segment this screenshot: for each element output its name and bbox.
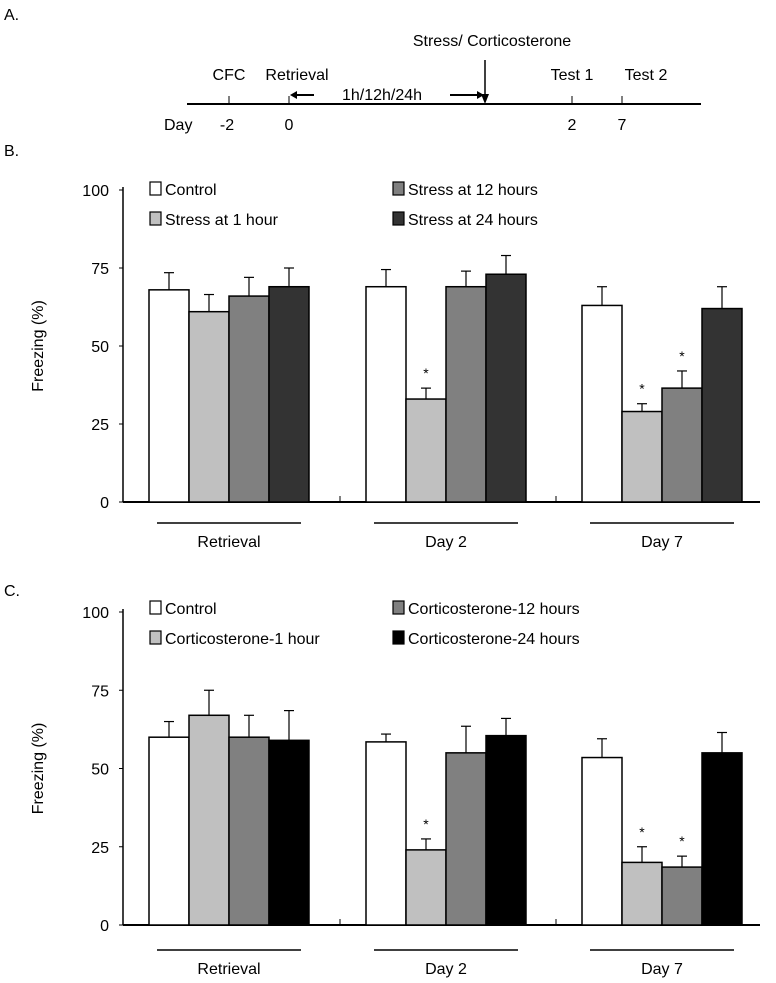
bar: [228, 295, 270, 503]
legend-label: Corticosterone-1 hour: [165, 631, 320, 648]
category-label: Day 7: [641, 534, 683, 551]
significance-marker: *: [423, 365, 429, 381]
panel-label-b: B.: [4, 143, 19, 160]
interval-arrowhead-right: [477, 91, 484, 99]
timeline-interval: 1h/12h/24h: [342, 87, 422, 104]
timeline-event-cfc: CFC: [213, 67, 246, 84]
bar: [188, 310, 230, 503]
y-axis-label: Freezing (%): [30, 300, 47, 392]
significance-marker: *: [639, 824, 645, 840]
bar: [581, 304, 623, 503]
legend-swatch: [149, 630, 162, 645]
bar: [148, 289, 190, 503]
chart-panel-b: 0 25 50 75 100 Freezing (%) Retrieval * Day 2 * * D…: [30, 181, 760, 551]
timeline-event-retrieval: Retrieval: [265, 67, 328, 84]
stress-arrowhead: [481, 94, 489, 104]
category-label: Day 2: [425, 961, 467, 978]
category-label: Retrieval: [197, 534, 260, 551]
significance-marker: *: [679, 348, 685, 364]
bar: [365, 741, 407, 926]
bar: [365, 285, 407, 503]
panel-label-a: A.: [4, 7, 19, 24]
bar: [485, 734, 527, 926]
timeline-day: 7: [618, 117, 627, 134]
bar: [228, 736, 270, 926]
panel-label-c: C.: [4, 583, 20, 600]
y-tick-label: 75: [91, 683, 109, 700]
legend-label: Corticosterone-24 hours: [408, 631, 580, 648]
timeline-day-label: Day: [164, 117, 192, 134]
legend-swatch: [149, 181, 162, 196]
timeline-day: 0: [285, 117, 294, 134]
legend-swatch: [392, 181, 405, 196]
legend-label: Corticosterone-12 hours: [408, 601, 580, 618]
bar: [621, 410, 663, 503]
y-axis-label: Freezing (%): [30, 723, 47, 815]
chart-panel-c: 0 25 50 75 100 Freezing (%) Retrieval * Day 2 * * D…: [30, 600, 760, 978]
significance-marker: *: [639, 381, 645, 397]
timeline-day: 2: [568, 117, 577, 134]
bar: [581, 756, 623, 926]
y-tick-label: 25: [91, 840, 109, 857]
y-tick-label: 50: [91, 762, 109, 779]
y-tick-label: 0: [100, 918, 109, 935]
y-tick-label: 25: [91, 417, 109, 434]
legend-label: Stress at 24 hours: [408, 212, 538, 229]
bar: [445, 752, 487, 926]
timeline: Stress/ Corticosterone CFC Retrieval Tes…: [164, 33, 701, 134]
category-label: Retrieval: [197, 961, 260, 978]
y-tick-label: 75: [91, 261, 109, 278]
legend-swatch: [392, 211, 405, 226]
legend-label: Control: [165, 601, 217, 618]
significance-marker: *: [679, 833, 685, 849]
timeline-event-test2: Test 2: [625, 67, 668, 84]
bar: [661, 387, 703, 503]
y-tick-label: 50: [91, 339, 109, 356]
legend-label: Control: [165, 182, 217, 199]
bar: [188, 714, 230, 926]
category-label: Day 2: [425, 534, 467, 551]
significance-marker: *: [423, 816, 429, 832]
bar: [661, 866, 703, 926]
y-tick-label: 100: [82, 183, 109, 200]
bar: [405, 398, 447, 503]
legend-swatch: [392, 630, 405, 645]
legend-label: Stress at 1 hour: [165, 212, 279, 229]
bar: [701, 752, 743, 926]
legend-swatch: [392, 600, 405, 615]
interval-arrowhead-left: [290, 91, 297, 99]
bar: [405, 849, 447, 926]
timeline-event-test1: Test 1: [551, 67, 594, 84]
bar: [701, 307, 743, 503]
legend-label: Stress at 12 hours: [408, 182, 538, 199]
bar: [268, 739, 310, 926]
legend-swatch: [149, 600, 162, 615]
bar: [445, 285, 487, 503]
bar: [485, 273, 527, 503]
bar: [621, 861, 663, 926]
timeline-day: -2: [220, 117, 234, 134]
legend-swatch: [149, 211, 162, 226]
y-tick-label: 100: [82, 605, 109, 622]
y-tick-label: 0: [100, 495, 109, 512]
bar: [148, 736, 190, 926]
category-label: Day 7: [641, 961, 683, 978]
bar: [268, 285, 310, 503]
timeline-event-stress: Stress/ Corticosterone: [413, 33, 571, 50]
